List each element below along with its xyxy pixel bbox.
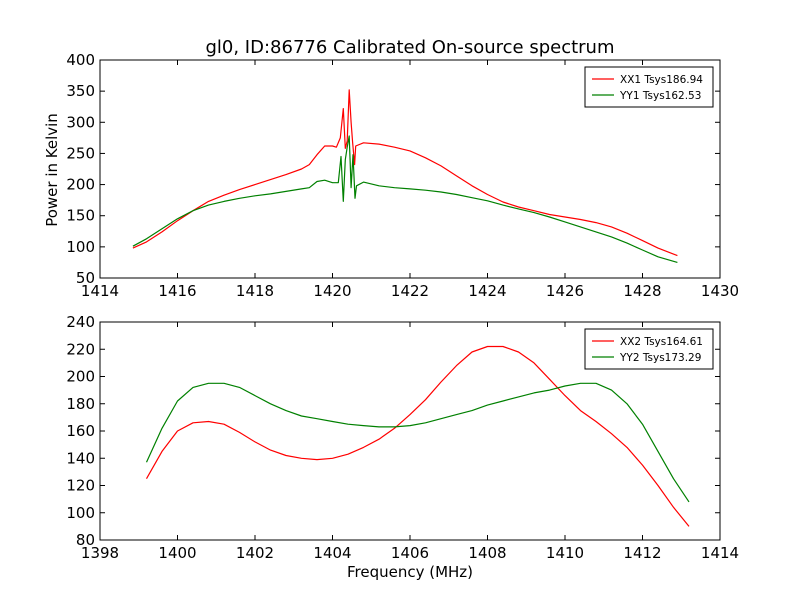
x-tick-label: 1426 bbox=[546, 282, 584, 300]
x-tick-label: 1428 bbox=[623, 282, 661, 300]
x-tick-label: 1410 bbox=[546, 544, 584, 562]
legend-box bbox=[584, 328, 714, 370]
legend-label: YY2 Tsys173.29 bbox=[619, 352, 701, 364]
x-tick-label: 1416 bbox=[158, 282, 196, 300]
x-tick-label: 1418 bbox=[236, 282, 274, 300]
x-tick-label: 1414 bbox=[81, 282, 119, 300]
y-tick-label: 240 bbox=[66, 313, 95, 331]
x-tick-label: 1420 bbox=[313, 282, 351, 300]
y-tick-label: 250 bbox=[66, 144, 95, 162]
legend-label: XX1 Tsys186.94 bbox=[620, 74, 703, 86]
y-tick-label: 140 bbox=[66, 449, 95, 467]
series-line-yy bbox=[145, 382, 690, 503]
y-tick-label: 180 bbox=[66, 395, 95, 413]
top-panel: 1414 1416 1418 1420 1422 1424 1426 1428 1430 50 10… bbox=[66, 51, 739, 300]
series-line-yy bbox=[132, 135, 678, 263]
y-tick-label: 120 bbox=[66, 477, 95, 495]
bottom-panel: 1398 1400 1402 1404 1406 1408 1410 1412 1414 80 10… bbox=[66, 313, 739, 562]
legend: XX2 Tsys164.61 YY2 Tsys173.29 bbox=[584, 328, 714, 370]
x-tick-label: 1422 bbox=[391, 282, 429, 300]
legend: XX1 Tsys186.94 YY1 Tsys162.53 bbox=[584, 66, 714, 108]
legend-label: XX2 Tsys164.61 bbox=[620, 336, 703, 348]
y-tick-label: 400 bbox=[66, 51, 95, 69]
x-axis-label: Frequency (MHz) bbox=[347, 563, 473, 581]
x-tick-label: 1398 bbox=[81, 544, 119, 562]
y-tick-label: 300 bbox=[66, 113, 95, 131]
y-axis-label: Power in Kelvin bbox=[43, 113, 61, 227]
y-tick-label: 200 bbox=[66, 368, 95, 386]
x-tick-label: 1430 bbox=[701, 282, 739, 300]
x-tick-label: 1414 bbox=[701, 544, 739, 562]
y-tick-label: 160 bbox=[66, 422, 95, 440]
legend-label: YY1 Tsys162.53 bbox=[619, 90, 701, 102]
x-tick-label: 1404 bbox=[313, 544, 351, 562]
y-tick-label: 100 bbox=[66, 238, 95, 256]
y-tick-label: 100 bbox=[66, 504, 95, 522]
y-tick-label: 200 bbox=[66, 176, 95, 194]
y-tick-label: 220 bbox=[66, 340, 95, 358]
y-tick-label: 150 bbox=[66, 207, 95, 225]
legend-box bbox=[584, 66, 714, 108]
y-tick-label: 80 bbox=[76, 531, 95, 549]
series-line-xx bbox=[145, 345, 690, 527]
x-tick-label: 1406 bbox=[391, 544, 429, 562]
x-tick-label: 1424 bbox=[468, 282, 506, 300]
x-tick-label: 1402 bbox=[236, 544, 274, 562]
y-tick-label: 50 bbox=[76, 269, 95, 287]
x-tick-label: 1408 bbox=[468, 544, 506, 562]
x-tick-label: 1412 bbox=[623, 544, 661, 562]
x-tick-label: 1400 bbox=[158, 544, 196, 562]
y-tick-label: 350 bbox=[66, 82, 95, 100]
series-line-xx bbox=[132, 89, 678, 257]
figure-title: gl0, ID:86776 Calibrated On-source spect… bbox=[205, 37, 614, 58]
